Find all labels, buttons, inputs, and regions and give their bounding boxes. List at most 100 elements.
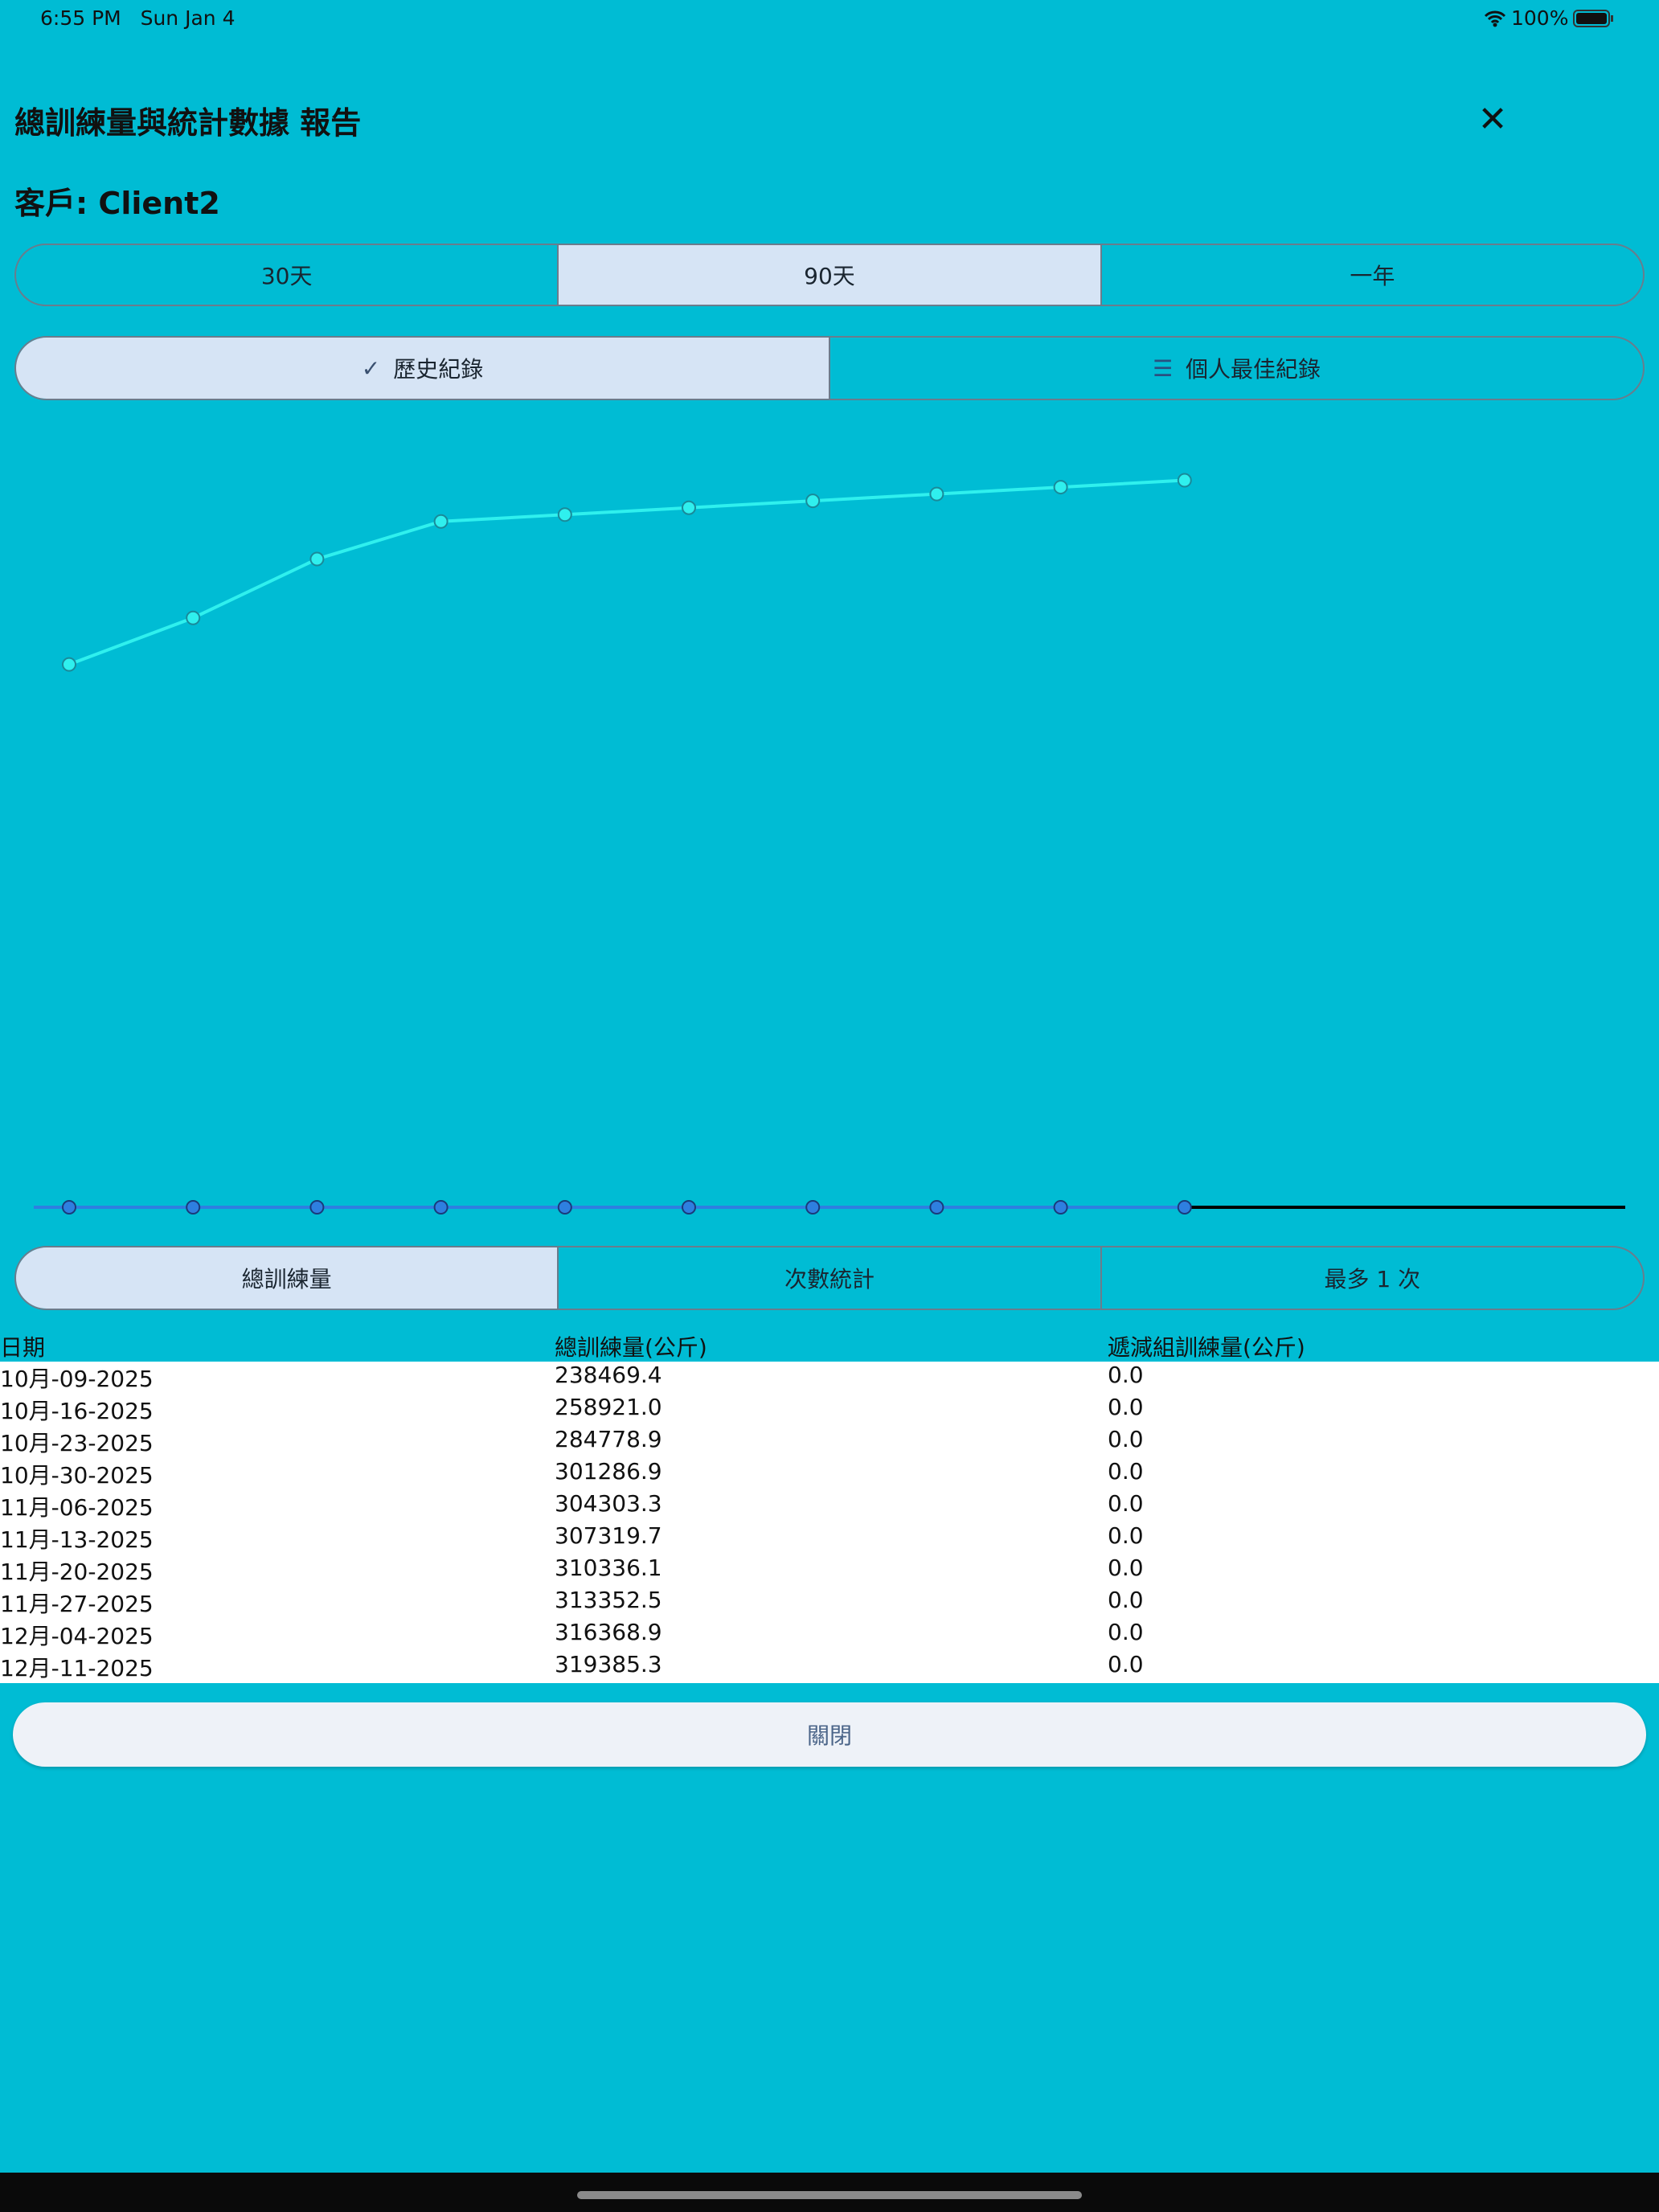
tab-history[interactable]: ✓ 歷史紀錄 — [16, 338, 830, 399]
range-segmented-control: 30天 90天 一年 — [14, 244, 1645, 306]
close-button[interactable]: 關閉 — [13, 1702, 1646, 1767]
tab-30-days[interactable]: 30天 — [16, 245, 559, 305]
table-cell: 0.0 — [1108, 1490, 1144, 1517]
data-point — [186, 610, 201, 625]
table-cell: 307319.7 — [555, 1522, 662, 1549]
table-cell: 301286.9 — [555, 1458, 662, 1485]
table-cell: 0.0 — [1108, 1555, 1144, 1581]
axis-point — [62, 1200, 76, 1215]
table-cell: 238469.4 — [555, 1362, 662, 1388]
tab-label: 總訓練量 — [241, 1266, 332, 1292]
data-point — [309, 551, 325, 567]
tab-personal-best[interactable]: ☰ 個人最佳紀錄 — [830, 338, 1643, 399]
data-point — [1177, 473, 1192, 488]
table-cell: 11月-20-2025 — [0, 1559, 154, 1585]
table-cell: 304303.3 — [555, 1490, 662, 1517]
table-cell: 0.0 — [1108, 1587, 1144, 1613]
table-cell: 0.0 — [1108, 1362, 1144, 1388]
battery-icon — [1573, 9, 1614, 27]
table-cell: 313352.5 — [555, 1587, 662, 1613]
data-point — [1053, 480, 1068, 495]
table-row: 12月-04-2025 316368.9 0.0 — [0, 1619, 1659, 1651]
axis-point — [929, 1200, 944, 1215]
table-cell: 10月-09-2025 — [0, 1366, 154, 1392]
table-cell: 12月-04-2025 — [0, 1623, 154, 1649]
tab-label: 最多 1 次 — [1324, 1266, 1421, 1292]
close-icon[interactable]: ✕ — [1477, 99, 1508, 140]
table-row: 11月-06-2025 304303.3 0.0 — [0, 1490, 1659, 1522]
table-row: 11月-13-2025 307319.7 0.0 — [0, 1522, 1659, 1555]
page-title: 總訓練量與統計數據 報告 — [14, 105, 362, 141]
data-point — [682, 500, 696, 515]
table-cell: 11月-27-2025 — [0, 1591, 154, 1617]
list-icon: ☰ — [1152, 354, 1174, 382]
home-indicator[interactable] — [577, 2191, 1082, 2199]
table-cell: 10月-30-2025 — [0, 1462, 154, 1489]
axis-point — [1177, 1200, 1192, 1215]
wifi-icon — [1484, 10, 1506, 27]
axis-point — [309, 1200, 325, 1215]
client-name: 客戶: Client2 — [14, 186, 220, 221]
table-cell: 0.0 — [1108, 1651, 1144, 1677]
axis-point — [682, 1200, 696, 1215]
axis-point — [557, 1200, 572, 1215]
table-cell: 310336.1 — [555, 1555, 662, 1581]
tab-total-volume[interactable]: 總訓練量 — [16, 1247, 559, 1309]
check-icon: ✓ — [361, 354, 381, 382]
metric-segmented-control: 總訓練量 次數統計 最多 1 次 — [14, 1246, 1645, 1310]
tab-one-year[interactable]: 一年 — [1102, 245, 1643, 305]
tab-90-days[interactable]: 90天 — [559, 245, 1102, 305]
table-row: 11月-20-2025 310336.1 0.0 — [0, 1555, 1659, 1587]
header-total-volume: 總訓練量(公斤) — [555, 1334, 707, 1361]
close-label: 關閉 — [806, 1722, 852, 1749]
table-cell: 284778.9 — [555, 1426, 662, 1452]
series-line — [68, 478, 1185, 666]
table-cell: 10月-23-2025 — [0, 1430, 154, 1456]
table-header: 日期 總訓練量(公斤) 遞減組訓練量(公斤) — [0, 1330, 1659, 1362]
tab-max-one-rep[interactable]: 最多 1 次 — [1102, 1247, 1643, 1309]
line-chart — [34, 473, 1625, 1215]
table-cell: 316368.9 — [555, 1619, 662, 1645]
table-row: 10月-23-2025 284778.9 0.0 — [0, 1426, 1659, 1458]
status-right: 100% — [1484, 6, 1615, 30]
tab-label: 30天 — [260, 263, 313, 289]
table-cell: 11月-13-2025 — [0, 1526, 154, 1553]
date: Sun Jan 4 — [140, 6, 236, 30]
tab-label: 個人最佳紀錄 — [1186, 356, 1321, 383]
data-point — [929, 486, 944, 502]
table-row: 11月-27-2025 313352.5 0.0 — [0, 1587, 1659, 1619]
tab-label: 一年 — [1350, 263, 1395, 289]
table-row: 10月-09-2025 238469.4 0.0 — [0, 1362, 1659, 1394]
header-dropset-volume: 遞減組訓練量(公斤) — [1108, 1334, 1305, 1361]
tab-label: 次數統計 — [784, 1266, 875, 1292]
axis-point — [1053, 1200, 1068, 1215]
table-cell: 0.0 — [1108, 1458, 1144, 1485]
status-time: 6:55 PM Sun Jan 4 — [40, 6, 235, 30]
table-cell: 319385.3 — [555, 1651, 662, 1677]
table-cell: 0.0 — [1108, 1426, 1144, 1452]
view-segmented-control: ✓ 歷史紀錄 ☰ 個人最佳紀錄 — [14, 336, 1645, 400]
data-point — [433, 514, 449, 529]
tab-label: 歷史紀錄 — [393, 356, 484, 383]
table-cell: 0.0 — [1108, 1522, 1144, 1549]
table-body: 10月-09-2025 238469.4 0.0 10月-16-2025 258921.… — [0, 1362, 1659, 1683]
table-row: 10月-16-2025 258921.0 0.0 — [0, 1394, 1659, 1426]
data-point — [805, 494, 821, 509]
table-cell: 258921.0 — [555, 1394, 662, 1420]
table-row: 12月-11-2025 319385.3 0.0 — [0, 1651, 1659, 1683]
tab-rep-stats[interactable]: 次數統計 — [559, 1247, 1102, 1309]
data-point — [557, 507, 572, 522]
axis-point — [805, 1200, 821, 1215]
table-row: 10月-30-2025 301286.9 0.0 — [0, 1458, 1659, 1490]
table-cell: 0.0 — [1108, 1619, 1144, 1645]
axis-point — [433, 1200, 449, 1215]
data-point — [62, 657, 76, 672]
table-cell: 0.0 — [1108, 1394, 1144, 1420]
battery-percent: 100% — [1511, 6, 1569, 30]
tab-label: 90天 — [804, 263, 855, 289]
table-cell: 11月-06-2025 — [0, 1494, 154, 1521]
time: 6:55 PM — [40, 6, 121, 30]
axis-point — [186, 1200, 201, 1215]
table-cell: 10月-16-2025 — [0, 1398, 154, 1424]
header-date: 日期 — [0, 1334, 46, 1361]
